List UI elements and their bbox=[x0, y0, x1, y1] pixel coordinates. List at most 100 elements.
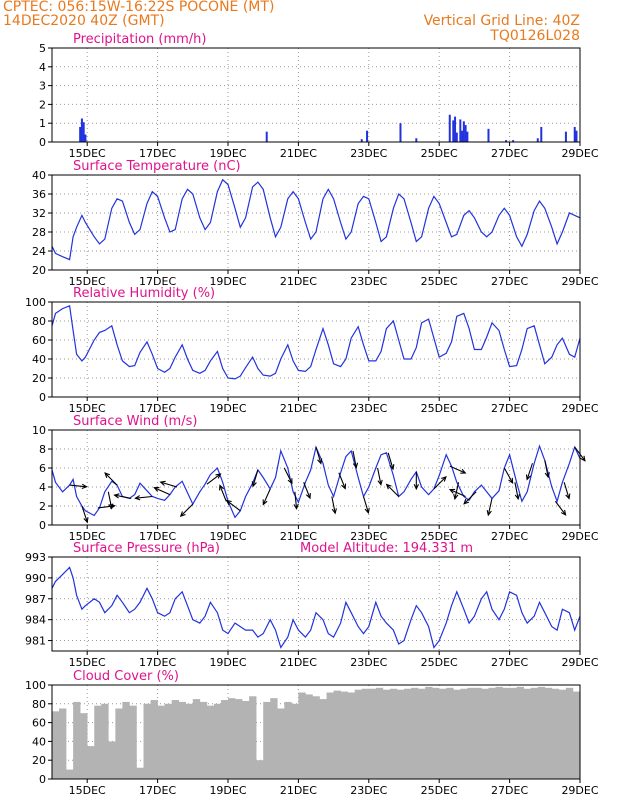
wind-xtick: 21DEC bbox=[280, 530, 317, 543]
cloud-bar bbox=[59, 708, 67, 779]
cloud-bar bbox=[354, 689, 363, 779]
wind-arrow bbox=[486, 498, 493, 517]
pressure-xtick: 29DEC bbox=[561, 656, 598, 669]
pressure-xtick: 19DEC bbox=[209, 656, 246, 669]
wind-arrow bbox=[514, 482, 520, 501]
wind-title: Surface Wind (m/s) bbox=[73, 414, 197, 429]
cloud-bar bbox=[228, 698, 236, 779]
precip-bar bbox=[462, 121, 465, 142]
temperature-ytick: 40 bbox=[32, 169, 46, 182]
wind-ytick: 2 bbox=[39, 500, 46, 513]
cloud-bar bbox=[129, 705, 137, 779]
cloud-bar bbox=[291, 703, 299, 779]
wind-ytick: 0 bbox=[39, 519, 46, 532]
panels: Precipitation (mm/h) 0 1 2 3 4 5 15DEC 17DEC 19DE… bbox=[25, 32, 599, 797]
cloud-bar bbox=[178, 701, 187, 779]
cloud-bar bbox=[122, 701, 130, 779]
pressure-xtick: 25DEC bbox=[421, 656, 458, 669]
cloud_cover-xtick: 21DEC bbox=[280, 784, 317, 797]
wind-arrow bbox=[338, 472, 347, 490]
cloud-bar bbox=[544, 687, 553, 779]
cloud-bar bbox=[94, 705, 102, 779]
wind-line bbox=[51, 444, 581, 519]
cloud-bar bbox=[523, 688, 532, 779]
cloud-bar bbox=[66, 769, 74, 779]
precip-bar bbox=[265, 131, 268, 142]
cloud-bar bbox=[382, 689, 391, 779]
precip-bar bbox=[82, 122, 85, 142]
precip-bar bbox=[79, 126, 82, 142]
precip-bar bbox=[575, 130, 578, 142]
temperature-xtick: 29DEC bbox=[561, 275, 598, 288]
wind-arrow bbox=[251, 469, 259, 488]
cloud-bar bbox=[136, 767, 144, 779]
cloud_cover-panel: Cloud Cover (%) 0 20 40 60 80 100 15DEC 17DEC 19D… bbox=[25, 669, 599, 797]
cloud-bar bbox=[404, 688, 412, 779]
wind-arrow bbox=[219, 484, 227, 502]
cloud-bar bbox=[396, 689, 405, 779]
humidity-xtick: 17DEC bbox=[139, 402, 176, 415]
precipitation-xtick: 17DEC bbox=[139, 147, 176, 160]
precip-bar bbox=[84, 134, 87, 142]
wind-frame bbox=[51, 429, 581, 526]
pressure-ytick: 990 bbox=[25, 572, 46, 585]
temperature-xtick: 15DEC bbox=[69, 275, 106, 288]
wind-xtick: 27DEC bbox=[491, 530, 528, 543]
precip-bar bbox=[540, 126, 543, 142]
temperature-xtick: 27DEC bbox=[491, 275, 528, 288]
wind-arrow bbox=[554, 500, 567, 516]
pressure-line bbox=[51, 566, 581, 649]
cloud-bar bbox=[509, 687, 517, 779]
pressure-xtick: 15DEC bbox=[69, 656, 106, 669]
precipitation-xtick: 19DEC bbox=[209, 147, 246, 160]
wind-arrow bbox=[283, 467, 293, 485]
cloud_cover-ytick: 0 bbox=[39, 773, 46, 786]
station-header: CPTEC: 056:15W-16:22S POCONE (MT) bbox=[3, 0, 274, 15]
wind-ytick: 6 bbox=[39, 462, 46, 475]
precipitation-xtick: 29DEC bbox=[561, 147, 598, 160]
wind-arrow bbox=[225, 499, 241, 512]
cloud-bar bbox=[326, 692, 334, 779]
cloud-bar bbox=[572, 691, 581, 779]
wind-arrow bbox=[315, 446, 323, 465]
precip-bar bbox=[80, 118, 83, 142]
wind-arrow bbox=[413, 471, 419, 491]
wind-arrow bbox=[387, 452, 395, 471]
temperature-xtick: 25DEC bbox=[421, 275, 458, 288]
cloud-bar bbox=[80, 713, 88, 779]
pressure-ytick: 987 bbox=[25, 593, 46, 606]
precipitation-xtick: 27DEC bbox=[491, 147, 528, 160]
humidity-line bbox=[51, 304, 581, 380]
cloud_cover-xtick: 19DEC bbox=[209, 784, 246, 797]
wind-arrow bbox=[179, 503, 194, 518]
wind-xtick: 25DEC bbox=[421, 530, 458, 543]
cloud-bar bbox=[319, 699, 327, 779]
wind-arrow bbox=[293, 491, 299, 510]
wind-arrow bbox=[107, 491, 114, 510]
cloud-bar bbox=[516, 686, 524, 779]
humidity-panel: Relative Humidity (%) 0 20 40 60 80 100 15DEC 17… bbox=[25, 286, 599, 415]
precip-bar bbox=[448, 114, 451, 142]
wind-arrow bbox=[377, 467, 383, 486]
cloud-bar bbox=[157, 705, 165, 779]
cloud-bar bbox=[305, 694, 313, 779]
humidity-ytick: 20 bbox=[32, 372, 46, 385]
cloud_cover-xtick: 15DEC bbox=[69, 784, 106, 797]
cloud-bar bbox=[150, 700, 158, 779]
temperature-frame bbox=[51, 174, 581, 271]
cloud_cover-ytick: 60 bbox=[32, 717, 46, 730]
wind-ytick: 10 bbox=[32, 424, 46, 437]
cloud-bar bbox=[495, 686, 503, 779]
precip-bar bbox=[573, 126, 576, 142]
cloud-bar bbox=[481, 688, 489, 779]
run-code: TQ0126L028 bbox=[489, 28, 580, 44]
cloud-bar bbox=[249, 696, 257, 779]
humidity-title: Relative Humidity (%) bbox=[73, 286, 215, 301]
cloud-bar bbox=[474, 687, 482, 779]
wind-arrow bbox=[362, 496, 370, 514]
pressure-xtick: 21DEC bbox=[280, 656, 317, 669]
cloud-bar bbox=[418, 688, 426, 779]
cloud-bar bbox=[52, 711, 60, 779]
wind-arrow bbox=[262, 488, 271, 506]
